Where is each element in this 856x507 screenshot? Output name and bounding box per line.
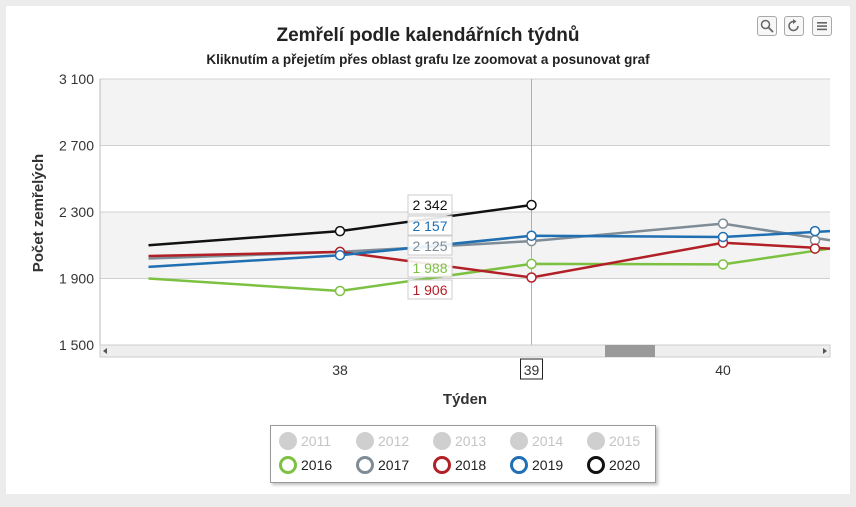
plot-band [100, 79, 830, 146]
tooltip-value-2018: 1 906 [412, 282, 447, 298]
scroll-left-arrow [103, 348, 107, 354]
y-tick-label: 2 700 [59, 138, 94, 154]
tooltip-value-2016: 1 988 [412, 260, 447, 276]
y-tick-label: 1 500 [59, 337, 94, 353]
chart-subtitle: Kliknutím a přejetím přes oblast grafu l… [206, 52, 650, 67]
legend-marker-icon [356, 456, 374, 474]
legend-marker-icon [279, 432, 297, 450]
zoom-button[interactable] [757, 16, 777, 36]
legend-label: 2020 [609, 457, 641, 473]
data-point-2020 [526, 199, 537, 211]
legend-label: 2019 [532, 457, 564, 473]
data-point-2020 [334, 225, 346, 237]
data-point-2019 [334, 249, 346, 261]
legend-marker-icon [510, 432, 528, 450]
tooltip-label-box [407, 235, 453, 256]
y-tick-label: 1 900 [59, 271, 94, 287]
legend-label: 2013 [455, 433, 487, 449]
tooltip-value-2019: 2 157 [412, 218, 447, 234]
legend-marker-icon [587, 456, 605, 474]
magnifier-icon [760, 19, 774, 33]
legend-marker-icon [433, 432, 451, 450]
tooltip-label-box [407, 215, 453, 236]
menu-button[interactable] [812, 16, 832, 36]
x-tooltip-box [520, 358, 543, 380]
tooltip-value-2020: 2 342 [412, 197, 447, 213]
data-point-2016 [334, 285, 346, 297]
legend-item-2011[interactable]: 2011 [279, 431, 331, 451]
legend-item-2015[interactable]: 2015 [587, 431, 640, 451]
x-tick-label: 40 [715, 362, 731, 378]
tooltip-value-2017: 2 125 [412, 238, 447, 254]
data-point-2019 [717, 231, 729, 243]
legend-item-2020[interactable]: 2020 [587, 455, 640, 475]
y-tick-label: 2 300 [59, 204, 94, 220]
hamburger-menu-icon [817, 22, 827, 31]
x-tick-label: 39 [524, 362, 540, 378]
reset-zoom-button[interactable] [784, 16, 804, 36]
legend-item-2019[interactable]: 2019 [510, 455, 563, 475]
y-tick-label: 3 100 [59, 71, 94, 87]
legend-item-2014[interactable]: 2014 [510, 431, 563, 451]
data-point-2016 [717, 259, 729, 270]
legend-label: 2016 [301, 457, 333, 473]
data-point-2019 [809, 225, 821, 237]
data-point-2019 [526, 230, 537, 242]
legend-label: 2011 [301, 433, 332, 449]
tooltip-label-box [407, 257, 453, 278]
scrollbar-track [99, 344, 831, 358]
data-point-2018 [526, 272, 537, 283]
y-axis-title: Počet zemřelých [30, 154, 47, 272]
legend-item-2018[interactable]: 2018 [433, 455, 486, 475]
legend-label: 2018 [455, 457, 487, 473]
chart-title: Zemřelí podle kalendářních týdnů [276, 25, 580, 46]
scrollbar-thumb [605, 345, 655, 357]
data-point-2017 [717, 218, 729, 229]
legend-label: 2012 [378, 433, 410, 449]
legend-item-2016[interactable]: 2016 [279, 455, 332, 475]
legend-item-2013[interactable]: 2013 [433, 431, 486, 451]
x-tick-label: 38 [332, 362, 348, 378]
data-point-2016 [526, 258, 537, 270]
tooltip-label-box [407, 279, 453, 300]
legend: 2011 2012 2013 2014 2015 2016 2017 2018 2019 2020 [270, 425, 656, 483]
legend-marker-icon [510, 456, 528, 474]
legend-item-2012[interactable]: 2012 [356, 431, 409, 451]
x-axis-title: Týden [443, 391, 487, 408]
legend-label: 2015 [609, 433, 641, 449]
legend-marker-icon [433, 456, 451, 474]
legend-item-2017[interactable]: 2017 [356, 455, 409, 475]
legend-label: 2014 [532, 433, 564, 449]
legend-label: 2017 [378, 457, 410, 473]
reset-zoom-icon [788, 19, 799, 32]
scroll-right-arrow [823, 348, 827, 354]
legend-marker-icon [356, 432, 374, 450]
data-point-2018 [809, 243, 821, 254]
legend-marker-icon [587, 432, 605, 450]
tooltip-label-box [407, 194, 453, 215]
legend-marker-icon [279, 456, 297, 474]
